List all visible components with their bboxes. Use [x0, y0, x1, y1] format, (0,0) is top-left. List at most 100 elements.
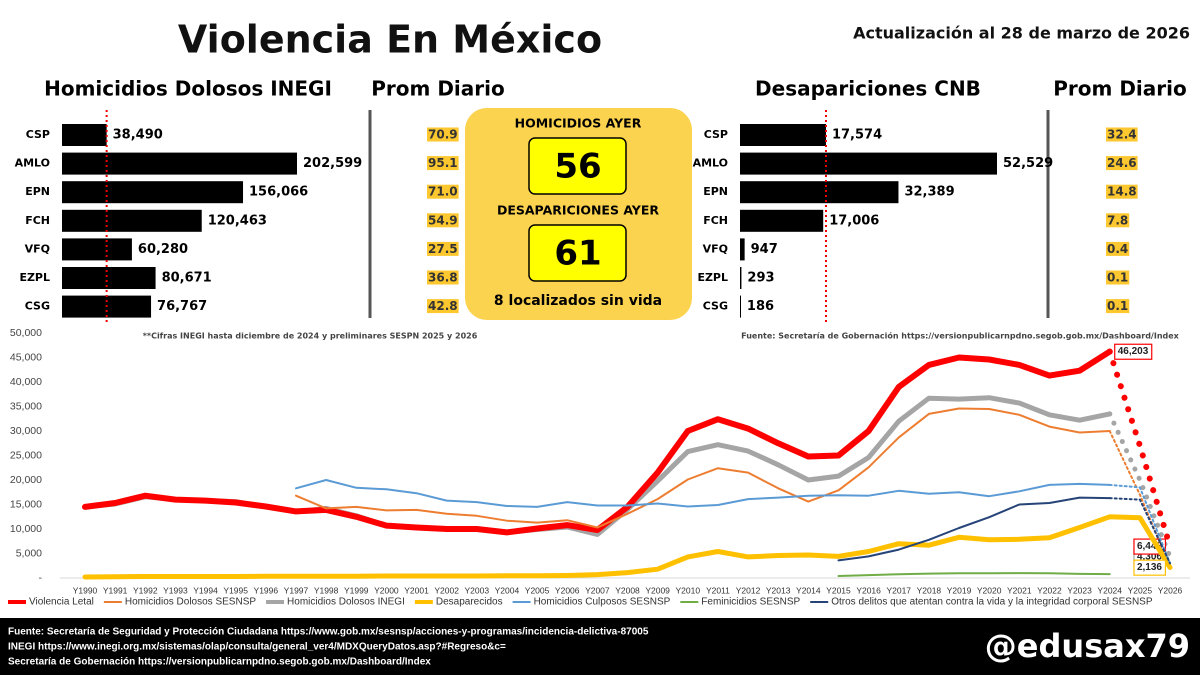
footer-source: Fuente: Secretaría de Seguridad y Protec…	[8, 627, 649, 638]
daily-value: 54.9	[428, 213, 458, 227]
x-tick-label: Y2024	[1097, 585, 1122, 595]
series-line	[295, 407, 1111, 529]
category-label: EZPL	[19, 271, 50, 284]
x-tick-label: Y2021	[1007, 585, 1032, 595]
series-line	[1106, 348, 1173, 550]
x-tick-label: Y1993	[163, 585, 188, 595]
series-line	[82, 514, 1173, 580]
x-tick-label: Y2000	[374, 585, 399, 595]
category-label: AMLO	[693, 157, 728, 170]
legend-label: Violencia Letal	[29, 597, 94, 608]
footer-sources: Fuente: Secretaría de Seguridad y Protec…	[8, 627, 649, 668]
category-label: FCH	[25, 214, 50, 227]
data-label: 46,203	[1118, 346, 1149, 357]
x-tick-label: Y1995	[223, 585, 248, 595]
legend-label: Homicidios Culposos SESNSP	[534, 597, 671, 608]
series-line	[1108, 483, 1171, 565]
daily-value: 24.6	[1107, 156, 1137, 170]
daily-value: 7.8	[1107, 213, 1128, 227]
y-tick-label: 15,000	[10, 498, 42, 510]
category-label: CSG	[703, 300, 728, 313]
data-label-box	[1133, 559, 1167, 576]
daily-title: Prom Diario	[1053, 77, 1186, 101]
x-tick-label: Y1997	[284, 585, 309, 595]
daily-value: 42.8	[428, 299, 458, 313]
value-label: 32,389	[904, 185, 954, 200]
value-label: 80,671	[162, 271, 212, 286]
x-tick-label: Y2023	[1067, 585, 1092, 595]
x-tick-label: Y2014	[796, 585, 821, 595]
value-label: 17,006	[829, 213, 879, 228]
y-tick-label: 30,000	[10, 425, 42, 437]
bar	[62, 209, 202, 232]
x-tick-label: Y2012	[736, 585, 761, 595]
daily-value: 14.8	[1107, 185, 1137, 199]
main-title: Violencia En México	[178, 18, 602, 62]
panel-value: 61	[554, 234, 601, 274]
x-tick-label: Y2009	[645, 585, 670, 595]
x-tick-label: Y1991	[103, 585, 128, 595]
bar	[740, 209, 824, 232]
category-label: EPN	[703, 185, 728, 198]
x-tick-label: Y2018	[917, 585, 942, 595]
y-tick-label: 50,000	[10, 327, 42, 339]
series-line	[837, 496, 1111, 562]
bar	[62, 267, 156, 289]
x-tick-label: Y2026	[1158, 585, 1183, 595]
chart-note: **Cifras INEGI hasta diciembre de 2024 y…	[143, 332, 478, 341]
daily-highlight	[1106, 127, 1138, 142]
daily-highlight	[1106, 241, 1130, 256]
series-line	[1108, 497, 1171, 565]
bar	[740, 267, 742, 289]
panel-note: 8 localizados sin vida	[494, 293, 662, 309]
x-tick-label: Y2001	[404, 585, 429, 595]
bar	[62, 181, 244, 204]
chart-title: Homicidios Dolosos INEGI	[44, 77, 332, 101]
value-label: 186	[747, 299, 774, 314]
category-label: CSP	[704, 128, 728, 141]
bar	[62, 238, 132, 261]
daily-value: 27.5	[428, 242, 458, 256]
daily-value: 71.0	[428, 185, 458, 199]
y-tick-label: -	[39, 572, 43, 584]
series-line	[1108, 430, 1171, 569]
x-tick-label: Y2020	[977, 585, 1002, 595]
category-label: AMLO	[15, 157, 50, 170]
chart-note: Fuente: Secretaría de Gobernación https:…	[741, 331, 1180, 341]
panel-label: DESAPARICIONES AYER	[497, 203, 659, 218]
category-label: VFQ	[25, 242, 50, 255]
daily-highlight	[1106, 299, 1130, 314]
x-tick-label: Y2010	[675, 585, 700, 595]
x-tick-label: Y2017	[886, 585, 911, 595]
x-tick-label: Y2005	[525, 585, 550, 595]
value-label: 52,529	[1003, 156, 1053, 171]
x-tick-label: Y2004	[495, 585, 520, 595]
x-tick-label: Y1992	[133, 585, 158, 595]
legend-label: Desaparecidos	[436, 597, 503, 608]
x-tick-label: Y2016	[856, 585, 881, 595]
daily-highlight	[1106, 184, 1138, 199]
panel-label: HOMICIDIOS AYER	[515, 116, 642, 131]
y-tick-label: 25,000	[10, 449, 42, 461]
data-label: 6,442	[1137, 541, 1162, 552]
x-tick-label: Y2008	[615, 585, 640, 595]
daily-value: 0.1	[1107, 299, 1128, 313]
category-label: EZPL	[697, 271, 728, 284]
x-tick-label: Y2019	[947, 585, 972, 595]
value-label: 120,463	[208, 213, 267, 228]
data-label-box	[1114, 343, 1153, 360]
bar	[62, 152, 297, 175]
daily-highlight	[1106, 213, 1130, 228]
footer-source: INEGI https://www.inegi.org.mx/sistemas/…	[8, 642, 506, 653]
x-tick-label: Y2022	[1037, 585, 1062, 595]
value-label: 17,574	[832, 128, 882, 143]
category-label: EPN	[25, 185, 50, 198]
y-tick-label: 35,000	[10, 400, 42, 412]
bar	[740, 181, 899, 204]
bar	[740, 238, 745, 261]
daily-highlight	[427, 241, 459, 256]
legend-label: Homicidios Dolosos SESNSP	[125, 597, 256, 608]
yesterday-panel	[465, 108, 692, 320]
